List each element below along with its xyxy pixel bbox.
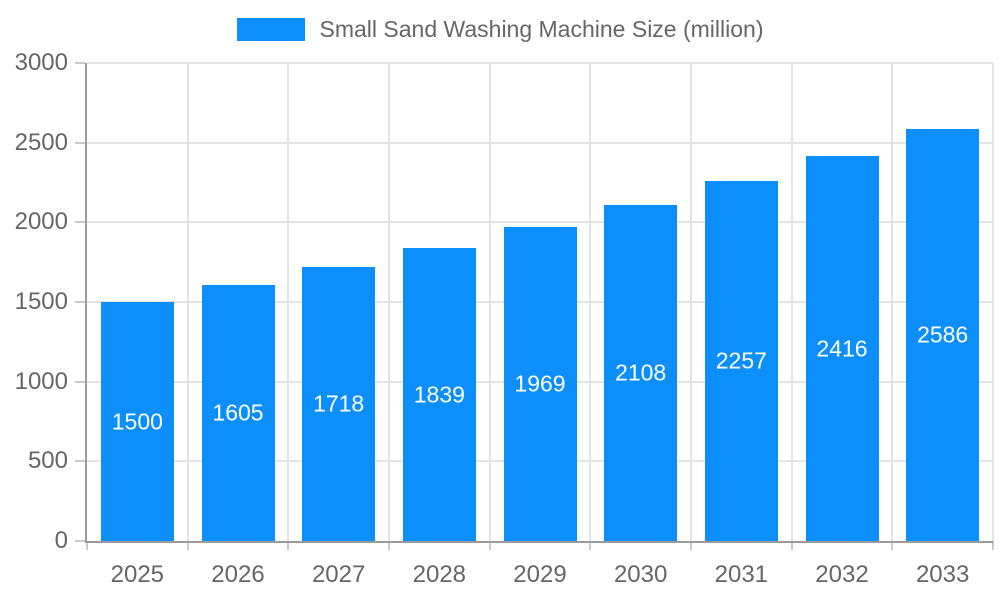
y-tick bbox=[75, 301, 85, 303]
plot-area: 0 500 1000 1500 2000 2500 3000 1500 2025 1605 2026… bbox=[15, 49, 994, 588]
bar-value-label: 1718 bbox=[313, 390, 365, 417]
x-tick bbox=[891, 541, 894, 550]
y-gridline bbox=[87, 62, 993, 64]
bar-2025[interactable]: 1500 bbox=[100, 302, 174, 541]
x-tick bbox=[86, 541, 88, 550]
legend-swatch bbox=[236, 18, 305, 41]
x-axis-label-2030: 2030 bbox=[613, 561, 668, 588]
x-axis-label-2029: 2029 bbox=[513, 561, 567, 588]
x-gridline bbox=[891, 63, 894, 541]
x-gridline bbox=[488, 63, 491, 541]
x-gridline bbox=[790, 63, 793, 541]
x-axis-label-2033: 2033 bbox=[915, 561, 970, 588]
y-tick bbox=[75, 62, 85, 64]
x-axis-label-2025: 2025 bbox=[110, 561, 165, 588]
x-axis-label-2026: 2026 bbox=[211, 561, 265, 588]
y-tick bbox=[75, 221, 85, 224]
bar-value-label: 2257 bbox=[715, 347, 767, 374]
y-tick bbox=[75, 540, 85, 542]
legend-label: Small Sand Washing Machine Size (million… bbox=[319, 16, 764, 42]
bar-2026[interactable]: 1605 bbox=[201, 285, 275, 541]
bar-2027[interactable]: 1718 bbox=[302, 267, 376, 541]
x-gridline bbox=[992, 63, 994, 541]
x-tick bbox=[287, 541, 290, 550]
x-tick bbox=[992, 541, 994, 550]
x-gridline bbox=[388, 63, 390, 541]
x-gridline bbox=[690, 63, 692, 541]
x-tick bbox=[690, 541, 692, 550]
bar-2033[interactable]: 2586 bbox=[906, 128, 980, 541]
bar-value-label: 1839 bbox=[413, 381, 465, 407]
bar-value-label: 2416 bbox=[816, 335, 868, 362]
legend[interactable]: Small Sand Washing Machine Size (million… bbox=[0, 16, 1000, 43]
y-axis-label: 3000 bbox=[14, 49, 68, 76]
x-gridline bbox=[287, 63, 290, 541]
bar-value-label: 2108 bbox=[615, 359, 667, 386]
bar-2028[interactable]: 1839 bbox=[402, 248, 476, 541]
y-axis-line bbox=[85, 63, 87, 541]
bar-2030[interactable]: 2108 bbox=[604, 205, 678, 541]
bar-2029[interactable]: 1969 bbox=[503, 227, 577, 541]
y-gridline bbox=[87, 141, 993, 144]
x-gridline bbox=[186, 63, 189, 541]
y-axis-label: 2500 bbox=[14, 128, 68, 156]
y-tick bbox=[75, 380, 85, 383]
x-tick bbox=[488, 541, 491, 550]
x-axis-label-2028: 2028 bbox=[412, 561, 467, 588]
bar-value-label: 1969 bbox=[514, 370, 566, 397]
x-tick bbox=[790, 541, 793, 550]
y-gridline bbox=[87, 221, 993, 224]
y-axis-label: 1500 bbox=[14, 288, 68, 315]
x-axis-label-2027: 2027 bbox=[311, 561, 366, 588]
y-axis-label: 2000 bbox=[14, 208, 68, 236]
x-axis-label-2032: 2032 bbox=[815, 561, 869, 588]
bar-value-label: 1500 bbox=[111, 408, 163, 434]
y-axis-label: 1000 bbox=[14, 367, 68, 395]
y-axis-label: 500 bbox=[27, 447, 68, 475]
x-tick bbox=[186, 541, 189, 550]
x-axis-line bbox=[85, 541, 993, 543]
y-tick bbox=[75, 460, 85, 463]
bar-2032[interactable]: 2416 bbox=[805, 156, 879, 541]
y-tick bbox=[75, 141, 85, 144]
x-axis-label-2031: 2031 bbox=[714, 561, 769, 588]
x-tick bbox=[388, 541, 390, 550]
bar-value-label: 2586 bbox=[917, 321, 969, 348]
x-gridline bbox=[589, 63, 592, 541]
bar-value-label: 1605 bbox=[212, 399, 264, 426]
bar-2031[interactable]: 2257 bbox=[704, 181, 778, 541]
x-tick bbox=[589, 541, 592, 550]
y-axis-label: 0 bbox=[54, 527, 68, 554]
